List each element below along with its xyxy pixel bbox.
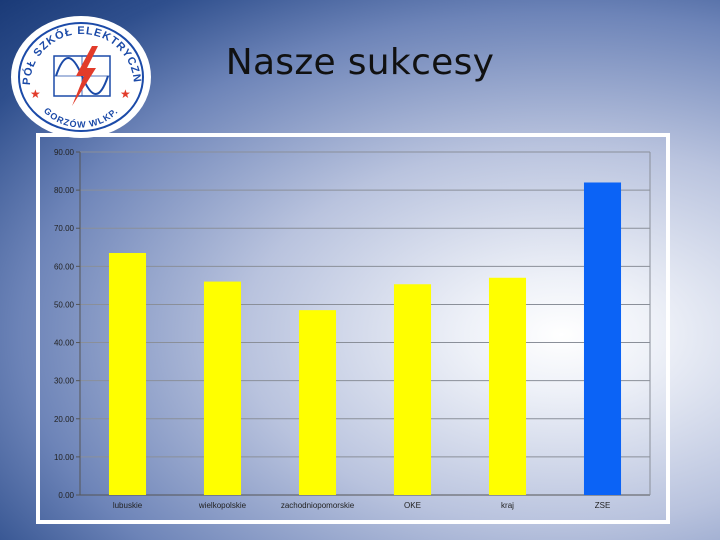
x-tick-label: zachodniopomorskie	[281, 501, 355, 510]
y-tick-label: 50.00	[54, 300, 75, 309]
svg-text:★: ★	[30, 87, 41, 101]
x-tick-labels: lubuskie wielkopolskie zachodniopomorskie O…	[113, 501, 610, 510]
slide-title: Nasze sukcesy	[225, 42, 495, 83]
axes	[76, 151, 651, 496]
x-tick-label: wielkopolskie	[198, 501, 247, 510]
x-tick-label: OKE	[404, 501, 421, 510]
svg-text:★: ★	[120, 87, 131, 101]
y-tick-label: 60.00	[54, 262, 75, 271]
y-tick-label: 10.00	[54, 453, 75, 462]
x-tick-label: lubuskie	[113, 501, 143, 510]
x-tick-label: ZSE	[595, 501, 611, 510]
bar-oke	[393, 284, 432, 495]
bar-zse	[583, 182, 622, 495]
bars	[108, 182, 622, 495]
y-tick-labels: 0.00 10.00 20.00 30.00 40.00 50.00 60.00 70.00 8…	[54, 148, 75, 500]
y-tick-label: 20.00	[54, 415, 75, 424]
bar-lubuskie	[108, 252, 147, 495]
bar-wielkopolskie	[203, 281, 242, 495]
chart-frame: 0.00 10.00 20.00 30.00 40.00 50.00 60.00 70.00 8…	[40, 137, 666, 520]
y-tick-label: 90.00	[54, 148, 75, 157]
y-tick-label: 80.00	[54, 186, 75, 195]
y-tick-label: 30.00	[54, 377, 75, 386]
bar-kraj	[488, 277, 527, 495]
bar-zachodniopomorskie	[298, 310, 337, 495]
school-logo: ZESPÓŁ SZKÓŁ ELEKTRYCZNYCH GORZÓW WLKP. …	[4, 5, 154, 140]
y-tick-label: 70.00	[54, 224, 75, 233]
x-tick-label: kraj	[501, 501, 514, 510]
logo-seal-icon: ZESPÓŁ SZKÓŁ ELEKTRYCZNYCH GORZÓW WLKP. …	[4, 5, 151, 138]
gridlines	[80, 151, 650, 496]
y-tick-label: 40.00	[54, 339, 75, 348]
y-tick-label: 0.00	[58, 491, 74, 500]
bar-chart: 0.00 10.00 20.00 30.00 40.00 50.00 60.00 70.00 8…	[54, 148, 651, 510]
